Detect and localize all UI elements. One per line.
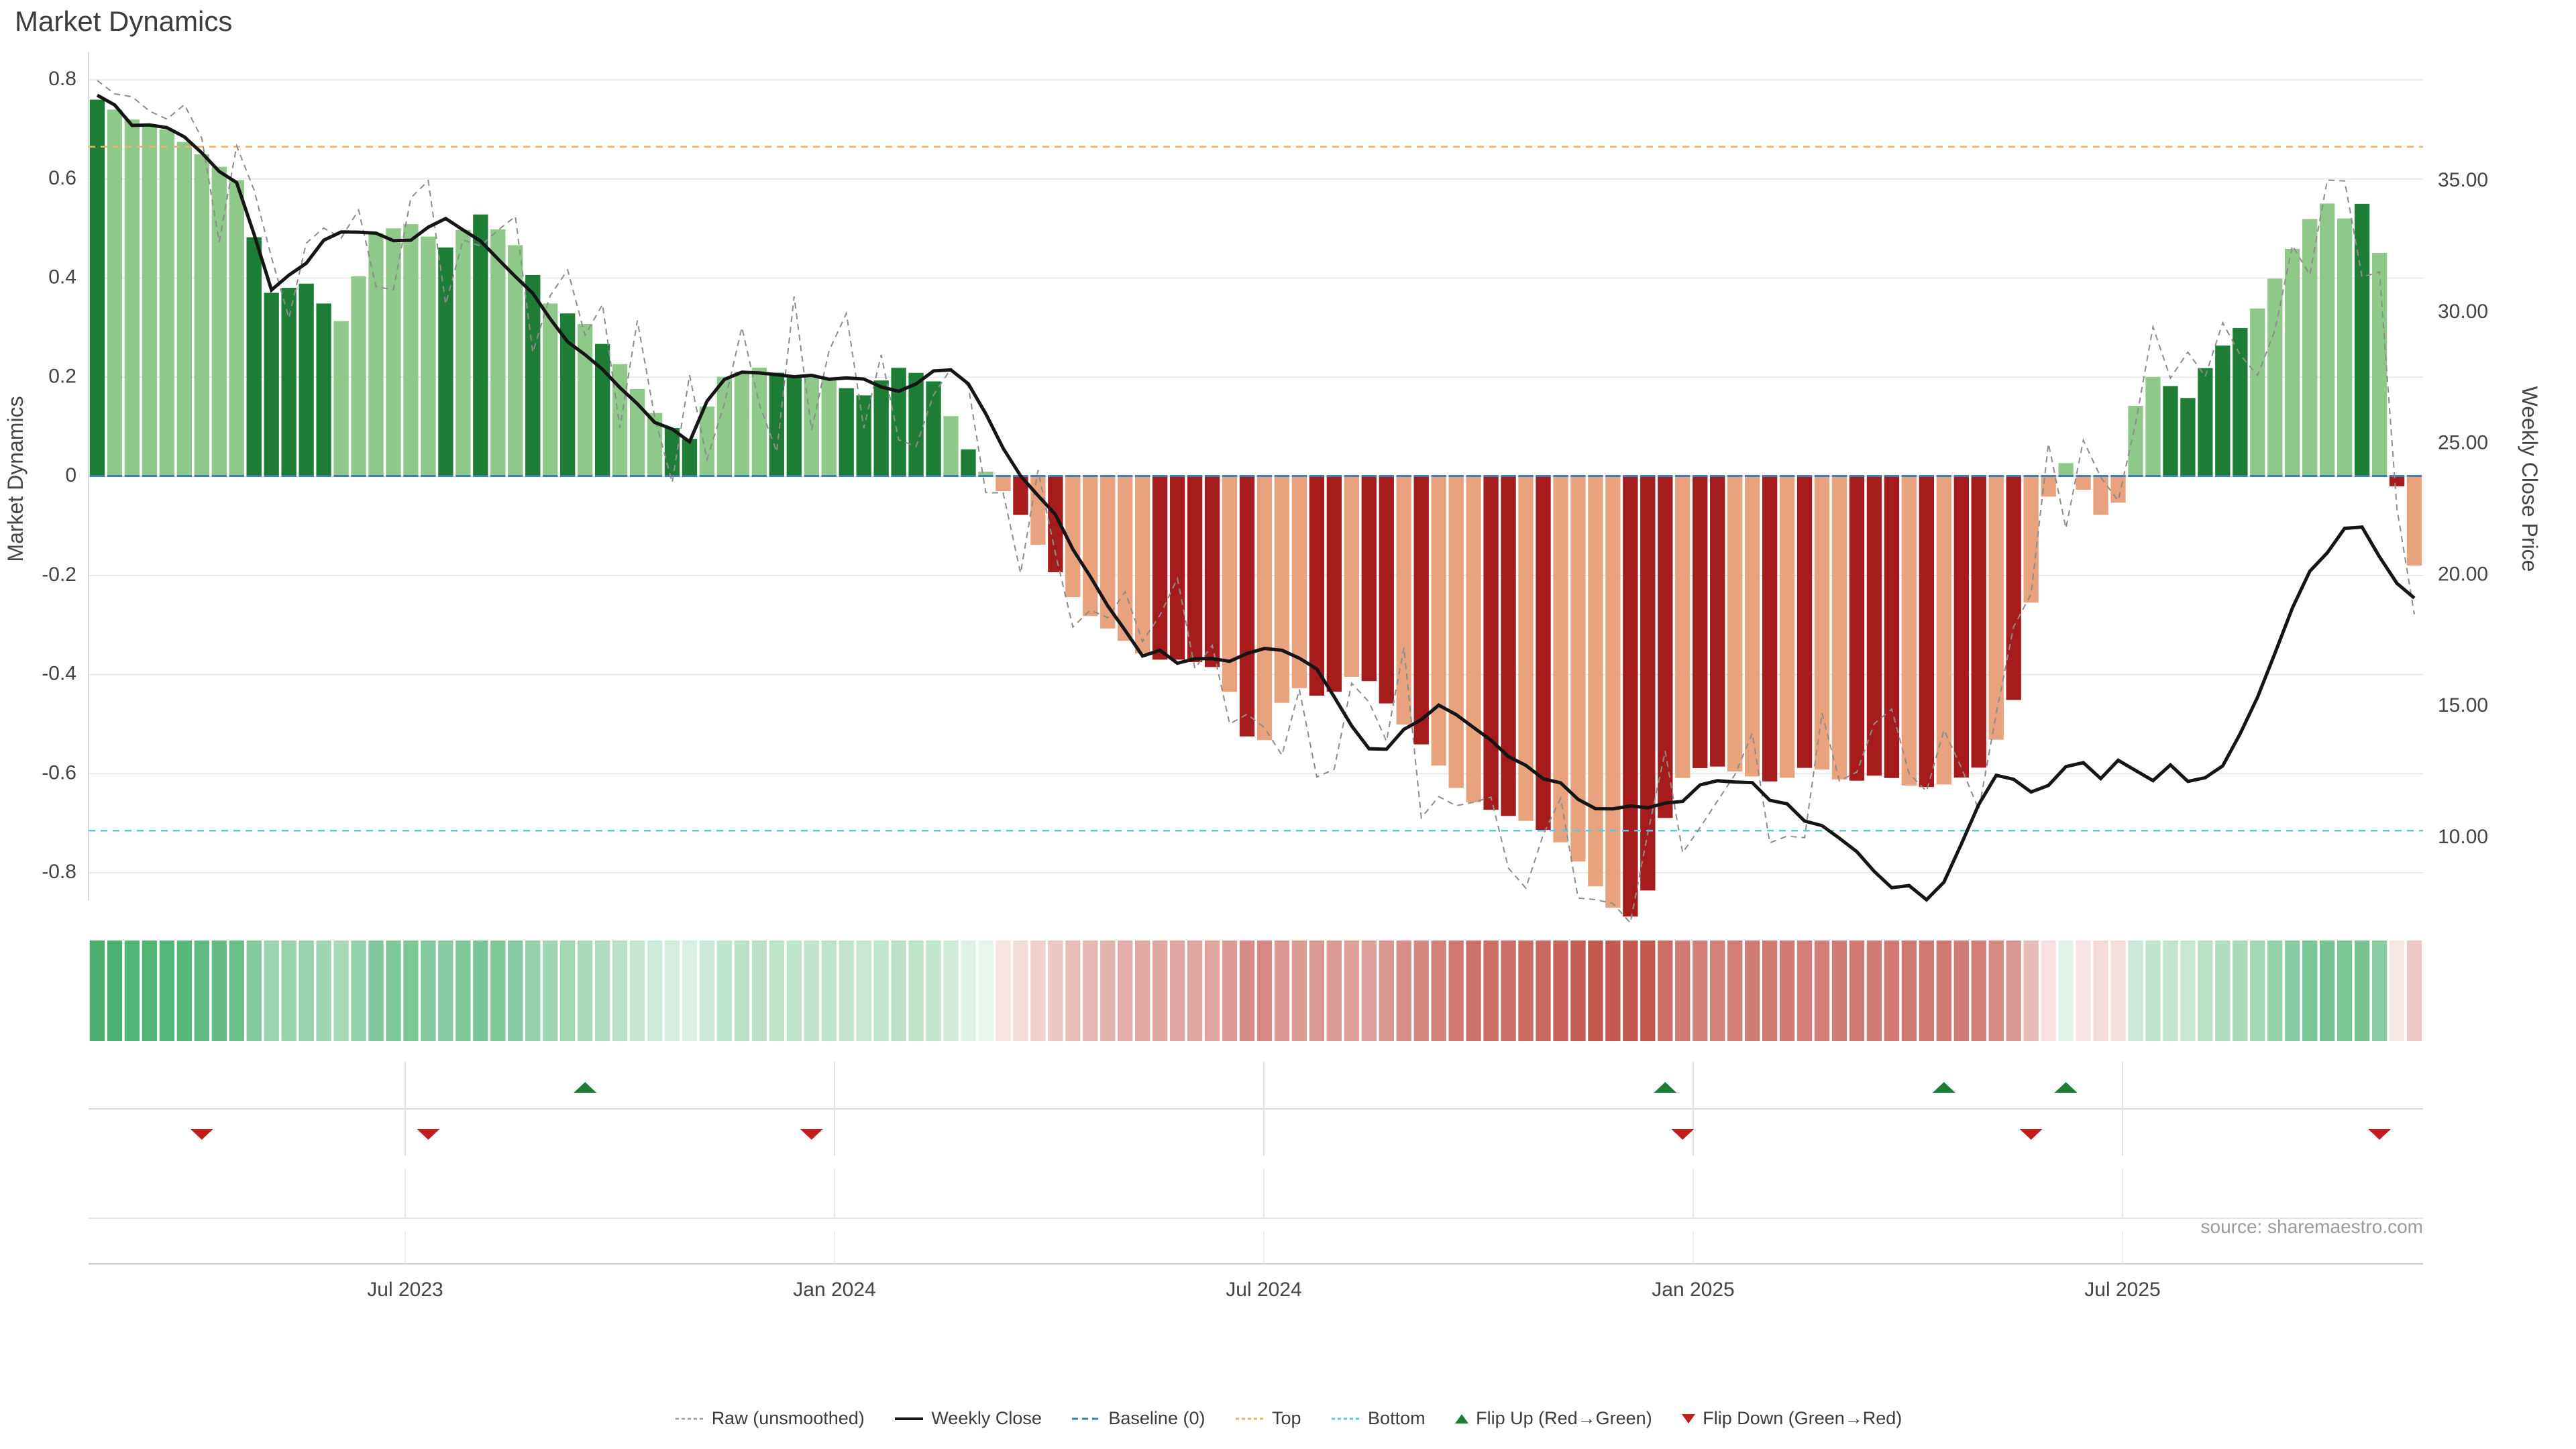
svg-text:-0.2: -0.2: [42, 564, 76, 586]
svg-text:Jan 2024: Jan 2024: [793, 1279, 875, 1301]
svg-text:0.6: 0.6: [48, 167, 76, 189]
svg-text:15.00: 15.00: [2438, 694, 2488, 716]
svg-text:Jul 2024: Jul 2024: [1226, 1279, 1301, 1301]
svg-text:30.00: 30.00: [2438, 301, 2488, 323]
svg-text:source: sharemaestro.com: source: sharemaestro.com: [2201, 1216, 2423, 1237]
svg-text:0.8: 0.8: [48, 68, 76, 90]
svg-text:Market Dynamics: Market Dynamics: [3, 396, 28, 561]
svg-text:Weekly Close Price: Weekly Close Price: [2518, 386, 2542, 572]
svg-text:Jul 2023: Jul 2023: [367, 1279, 443, 1301]
svg-text:10.00: 10.00: [2438, 826, 2488, 848]
svg-text:20.00: 20.00: [2438, 563, 2488, 585]
svg-text:-0.6: -0.6: [42, 761, 76, 784]
svg-text:25.00: 25.00: [2438, 432, 2488, 454]
svg-text:0: 0: [65, 464, 76, 486]
svg-text:-0.4: -0.4: [42, 663, 76, 685]
svg-text:Jan 2025: Jan 2025: [1652, 1279, 1734, 1301]
svg-text:Jul 2025: Jul 2025: [2084, 1279, 2160, 1301]
svg-text:0.2: 0.2: [48, 365, 76, 387]
svg-text:0.4: 0.4: [48, 266, 76, 288]
svg-text:-0.8: -0.8: [42, 861, 76, 883]
svg-text:35.00: 35.00: [2438, 169, 2488, 191]
